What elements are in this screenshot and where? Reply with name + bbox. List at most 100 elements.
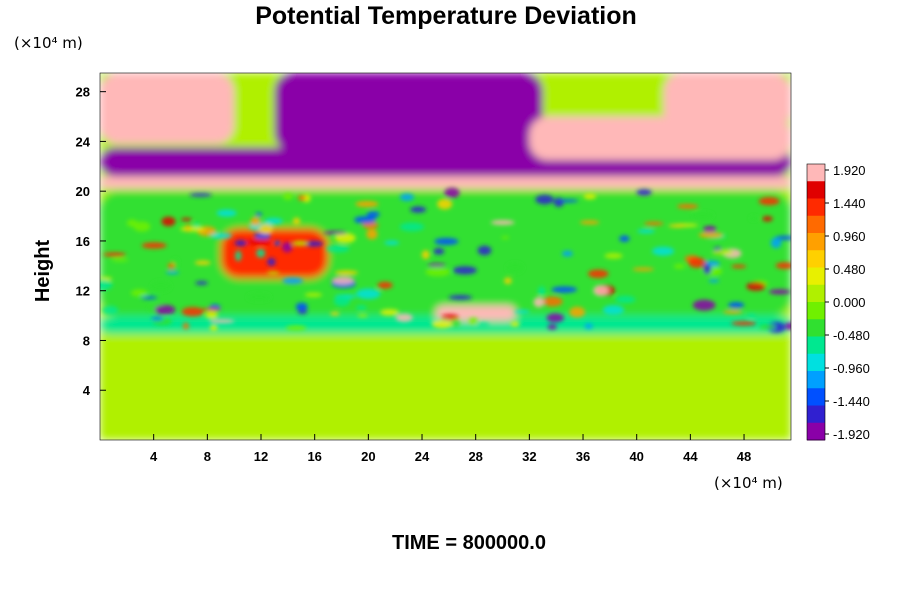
colorbar-swatch: [807, 215, 825, 234]
heatmap-cell: [723, 310, 743, 314]
heatmap-cell: [632, 267, 654, 272]
colorbar-swatch: [807, 336, 825, 355]
heatmap-cell: [246, 239, 272, 246]
heatmap-cell: [448, 295, 473, 300]
heatmap-cell: [768, 289, 791, 295]
heatmap-cell: [410, 206, 427, 213]
colorbar-swatch: [807, 267, 825, 286]
x-tick-label: 24: [415, 449, 430, 464]
chart-title: Potential Temperature Deviation: [255, 2, 637, 30]
heatmap-cell: [126, 219, 138, 227]
heatmap-cell: [546, 313, 565, 323]
heatmap-cell: [427, 263, 446, 268]
heatmap-cell: [399, 222, 425, 232]
colorbar-swatch: [807, 353, 825, 372]
heatmap-cell: [194, 260, 212, 266]
x-tick-label: 16: [307, 449, 321, 464]
heatmap-cell: [501, 236, 510, 240]
heatmap-cell: [209, 319, 235, 324]
heatmap-cell: [331, 276, 355, 285]
heatmap-cell: [583, 193, 597, 200]
heatmap-cell: [579, 220, 600, 225]
heatmap-cell: [731, 321, 757, 326]
heatmap-cell: [154, 304, 176, 315]
heatmap-cell: [180, 217, 193, 222]
heatmap-cell: [111, 258, 129, 262]
heatmap-cell: [334, 270, 359, 276]
colorbar-tick-label: 0.480: [833, 262, 866, 277]
heatmap-cell: [195, 281, 208, 285]
colorbar-swatch: [807, 250, 825, 268]
heatmap-cell: [141, 296, 158, 300]
heatmap-cell: [266, 271, 280, 275]
heatmap-cell: [708, 279, 720, 283]
heatmap-cell: [103, 252, 126, 257]
heatmap-cell: [285, 325, 307, 331]
heatmap-cell: [615, 295, 636, 304]
colorbar-swatch: [807, 198, 825, 217]
heatmap-cell: [676, 203, 699, 209]
heatmap-cell: [102, 305, 119, 315]
heatmap-cell: [333, 296, 351, 307]
heatmap-cell: [775, 262, 791, 269]
heatmap-cell: [767, 321, 786, 333]
y-tick-label: 4: [83, 383, 91, 398]
heatmap-cell: [326, 244, 350, 253]
colorbar-swatch: [807, 233, 825, 251]
heatmap-cell: [712, 249, 734, 256]
heatmap-cell: [425, 267, 451, 277]
x-tick-label: 4: [150, 449, 158, 464]
heatmap-cell: [450, 319, 461, 328]
heatmap-region-2: [100, 191, 791, 316]
heatmap-cell: [551, 286, 578, 293]
y-tick-label: 16: [76, 234, 90, 249]
heatmap-cell: [569, 306, 586, 318]
x-tick-label: 36: [576, 449, 590, 464]
heatmap-cell: [728, 301, 745, 309]
heatmap-region-7: [100, 73, 235, 144]
heatmap-cell: [304, 292, 323, 298]
heatmap-cell: [362, 222, 379, 229]
heatmap-cell: [746, 282, 766, 291]
heatmap-cell: [784, 322, 791, 330]
colorbar-tick-label: 1.440: [833, 196, 866, 211]
heatmap-cell: [533, 297, 545, 308]
heatmap-cell: [399, 193, 415, 201]
heatmap-cell: [433, 248, 445, 255]
heatmap-cell: [395, 313, 413, 322]
heatmap-cell: [703, 264, 712, 275]
x-tick-label: 44: [683, 449, 698, 464]
x-tick-label: 8: [204, 449, 211, 464]
heatmap-cell: [673, 263, 685, 269]
heatmap-region-10: [663, 73, 791, 129]
heatmap-cell: [731, 264, 747, 269]
heatmap-cell: [380, 309, 400, 316]
colorbar-tick-label: -0.480: [833, 328, 870, 343]
heatmap-cell: [604, 252, 623, 259]
y-tick-label: 20: [76, 184, 90, 199]
heatmap-cell: [256, 248, 266, 258]
heatmap-cell: [189, 193, 212, 197]
colorbar-swatch: [807, 319, 825, 337]
heatmap-cell: [209, 324, 218, 332]
heatmap-cell: [692, 299, 716, 311]
colorbar-tick-label: 0.960: [833, 229, 866, 244]
x-tick-label: 20: [361, 449, 375, 464]
y-tick-label: 8: [83, 333, 90, 348]
heatmap-cell: [253, 232, 272, 240]
colorbar-swatch: [807, 388, 825, 406]
heatmap-cell: [141, 242, 167, 249]
heatmap-cell: [295, 302, 308, 311]
heatmap-cell: [542, 296, 563, 307]
heatmap-cell: [602, 305, 625, 315]
heatmap-cell: [151, 280, 171, 292]
colorbar-swatch: [807, 405, 825, 424]
heatmap-cell: [292, 217, 301, 225]
heatmap-cell: [165, 270, 180, 275]
heatmap-cell: [354, 216, 376, 224]
heatmap-cell: [510, 321, 520, 327]
heatmap-cell: [167, 262, 176, 270]
heatmap-cell: [503, 277, 512, 285]
heatmap-cell: [264, 217, 283, 225]
